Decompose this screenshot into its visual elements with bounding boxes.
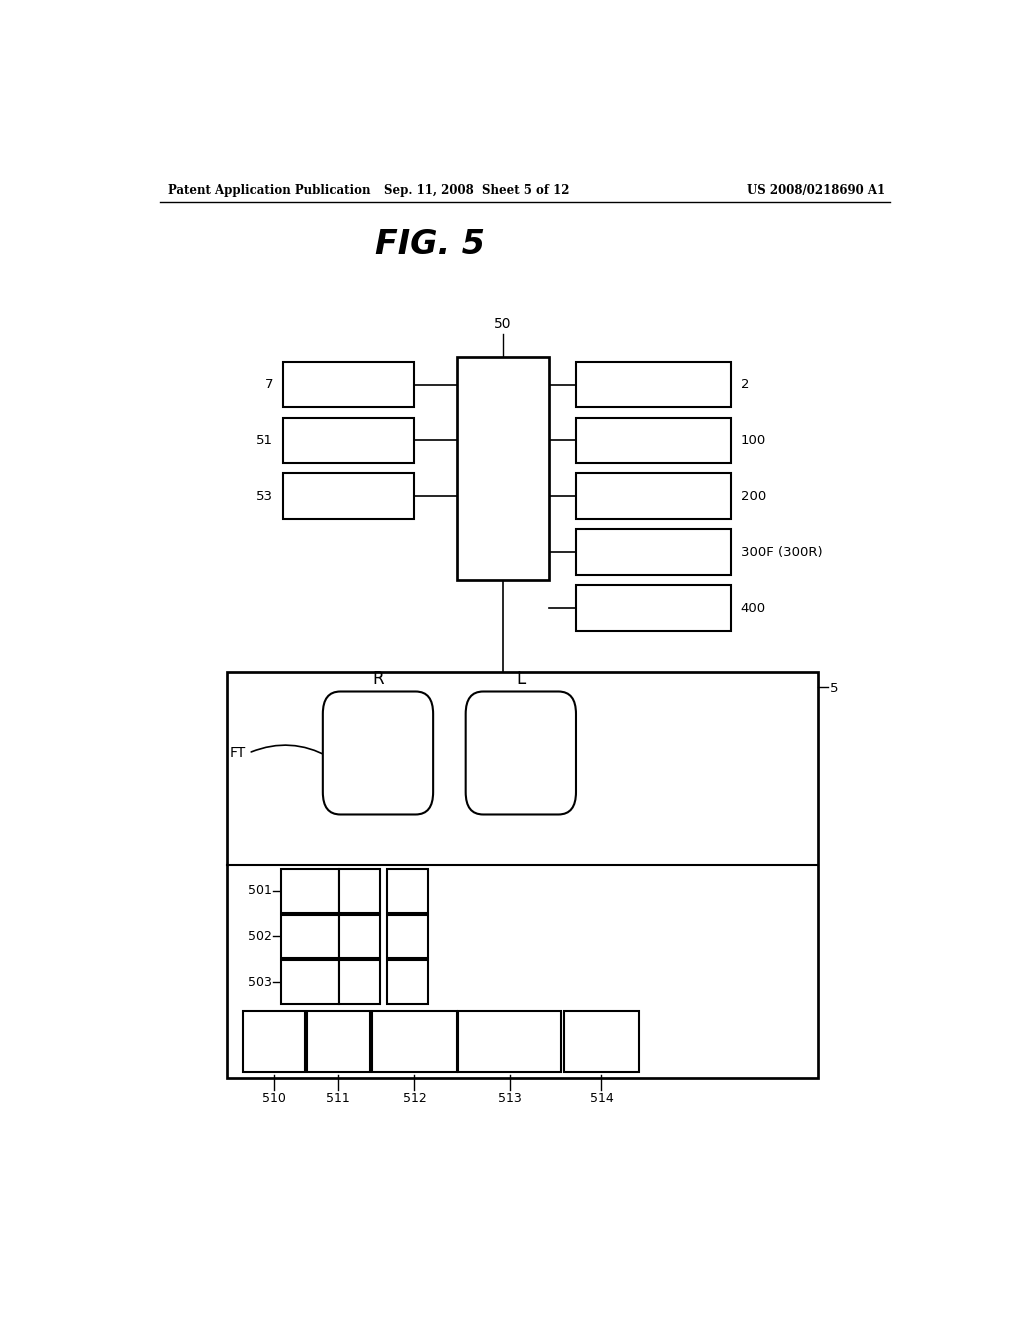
- Text: 200: 200: [740, 490, 766, 503]
- Text: Sep. 11, 2008  Sheet 5 of 12: Sep. 11, 2008 Sheet 5 of 12: [384, 185, 570, 198]
- Text: FT: FT: [229, 746, 246, 760]
- FancyBboxPatch shape: [387, 869, 428, 912]
- Text: 50: 50: [495, 317, 512, 331]
- FancyBboxPatch shape: [387, 915, 428, 958]
- Text: L: L: [403, 873, 412, 888]
- Text: PD: PD: [302, 932, 318, 941]
- FancyBboxPatch shape: [577, 585, 731, 631]
- Text: TWO
POINT: TWO POINT: [323, 1032, 354, 1051]
- Text: POLISHING: POLISHING: [573, 1038, 630, 1047]
- FancyBboxPatch shape: [323, 692, 433, 814]
- Text: R: R: [372, 671, 384, 689]
- Text: +: +: [513, 744, 528, 762]
- FancyBboxPatch shape: [282, 915, 339, 958]
- FancyBboxPatch shape: [387, 961, 428, 1005]
- FancyBboxPatch shape: [373, 1011, 457, 1072]
- Text: 503: 503: [248, 975, 271, 989]
- FancyBboxPatch shape: [282, 869, 339, 912]
- Text: 51: 51: [256, 434, 273, 447]
- FancyBboxPatch shape: [458, 1011, 561, 1072]
- Text: Patent Application Publication: Patent Application Publication: [168, 185, 371, 198]
- Text: 514: 514: [590, 1093, 613, 1105]
- Text: 510: 510: [262, 1093, 286, 1105]
- Text: PLASTIC: PLASTIC: [253, 1038, 295, 1047]
- FancyBboxPatch shape: [282, 961, 339, 1005]
- Text: FIG. 5: FIG. 5: [375, 228, 484, 261]
- FancyBboxPatch shape: [283, 362, 414, 408]
- Text: 2: 2: [740, 378, 750, 391]
- FancyBboxPatch shape: [563, 1011, 639, 1072]
- Text: 7: 7: [265, 378, 273, 391]
- FancyBboxPatch shape: [466, 692, 575, 814]
- Text: +: +: [371, 744, 385, 762]
- FancyBboxPatch shape: [227, 672, 818, 1078]
- Text: 100: 100: [740, 434, 766, 447]
- Text: 501: 501: [248, 884, 271, 898]
- FancyBboxPatch shape: [243, 1011, 305, 1072]
- Text: 5: 5: [829, 682, 838, 694]
- FancyBboxPatch shape: [306, 1011, 370, 1072]
- FancyBboxPatch shape: [283, 474, 414, 519]
- FancyBboxPatch shape: [283, 417, 414, 463]
- FancyBboxPatch shape: [339, 869, 380, 912]
- Text: CHAMFERING: CHAMFERING: [476, 1038, 544, 1047]
- Text: 300F (300R): 300F (300R): [740, 545, 822, 558]
- FancyBboxPatch shape: [339, 915, 380, 958]
- Text: 53: 53: [256, 490, 273, 503]
- Text: FPD: FPD: [298, 886, 322, 896]
- FancyBboxPatch shape: [339, 961, 380, 1005]
- FancyBboxPatch shape: [577, 417, 731, 463]
- Text: R: R: [354, 873, 365, 888]
- Text: 512: 512: [402, 1093, 426, 1105]
- FancyBboxPatch shape: [458, 356, 549, 581]
- Text: HEIGHT: HEIGHT: [288, 977, 332, 987]
- Text: 511: 511: [327, 1093, 350, 1105]
- FancyBboxPatch shape: [577, 529, 731, 576]
- FancyBboxPatch shape: [577, 362, 731, 408]
- Text: 502: 502: [248, 931, 271, 942]
- FancyBboxPatch shape: [577, 474, 731, 519]
- Text: 400: 400: [740, 602, 766, 615]
- Text: L: L: [516, 671, 525, 689]
- Text: US 2008/0218690 A1: US 2008/0218690 A1: [748, 185, 885, 198]
- Text: 513: 513: [498, 1093, 521, 1105]
- Text: FLAT
PROCESSING
,HOLE: FLAT PROCESSING ,HOLE: [382, 1027, 447, 1056]
